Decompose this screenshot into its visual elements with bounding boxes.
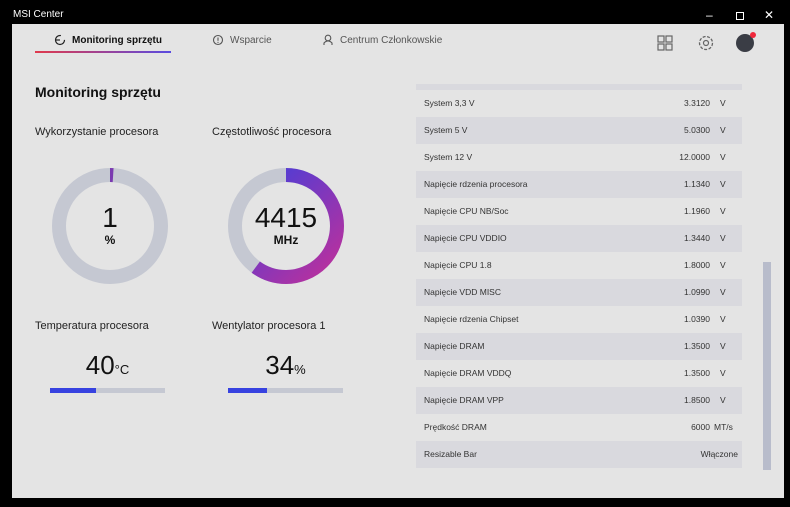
row-unit: V (720, 98, 726, 108)
row-label: System 12 V (424, 152, 473, 162)
row-unit: V (720, 206, 726, 216)
tab-monitoring[interactable]: Monitoring sprzętu (54, 34, 162, 46)
cpu-fan-bar-fill (228, 388, 268, 393)
scrollbar[interactable] (763, 262, 771, 470)
row-label: Napięcie CPU 1.8 (424, 260, 492, 270)
row-label: Napięcie DRAM (424, 341, 485, 351)
cpu-fan-label: Wentylator procesora 1 (212, 320, 326, 332)
table-row: System 5 V 5.0300 V (416, 117, 742, 144)
row-value: 1.3500 (684, 368, 710, 378)
cpu-usage-label: Wykorzystanie procesora (35, 126, 159, 138)
cpu-temp-bar-fill (50, 388, 96, 393)
row-unit: V (720, 233, 726, 243)
row-value: 1.0390 (684, 314, 710, 324)
row-label: System 5 V (424, 125, 468, 135)
active-tab-indicator (35, 51, 171, 53)
table-row: System 12 V 12.0000 V (416, 144, 742, 171)
row-label: Napięcie VDD MISC (424, 287, 501, 297)
row-value: 1.3500 (684, 341, 710, 351)
sensor-table: System 3,3 V 3.3120 V System 5 V 5.0300 V Syst… (416, 84, 742, 468)
row-unit: V (720, 125, 726, 135)
row-unit: V (720, 152, 726, 162)
table-row: Napięcie CPU VDDIO 1.3440 V (416, 225, 742, 252)
row-unit: V (720, 260, 726, 270)
row-value: 1.0990 (684, 287, 710, 297)
support-icon (212, 34, 224, 46)
row-value: 5.0300 (684, 125, 710, 135)
gauge-icon (54, 34, 66, 46)
cpu-fan-bar (228, 388, 343, 393)
main-panel: Monitoring sprzętu Wsparcie Centrum Czło… (12, 24, 784, 498)
cpu-usage-value: 1 (102, 202, 118, 233)
cpu-temp-bar (50, 388, 165, 393)
table-row: Napięcie rdzenia Chipset 1.0390 V (416, 306, 742, 333)
page-title: Monitoring sprzętu (35, 84, 161, 100)
minimize-button[interactable]: – (706, 8, 713, 22)
table-row: Napięcie VDD MISC 1.0990 V (416, 279, 742, 306)
row-value: 1.1340 (684, 179, 710, 189)
gear-icon[interactable] (697, 34, 715, 52)
cpu-freq-label: Częstotliwość procesora (212, 126, 332, 138)
row-label: Resizable Bar (424, 449, 477, 459)
table-row: Prędkość DRAM 6000 MT/s (416, 414, 742, 441)
title-bar: MSI Center – ✕ (0, 0, 790, 24)
row-label: Napięcie DRAM VPP (424, 395, 504, 405)
row-label: Napięcie rdzenia procesora (424, 179, 528, 189)
row-label: Napięcie DRAM VDDQ (424, 368, 512, 378)
cpu-freq-donut (228, 168, 344, 284)
row-value: 3.3120 (684, 98, 710, 108)
cpu-usage-unit: % (104, 233, 116, 247)
table-row: Napięcie DRAM VDDQ 1.3500 V (416, 360, 742, 387)
table-row: Napięcie rdzenia procesora 1.1340 V (416, 171, 742, 198)
table-row: Napięcie CPU 1.8 1.8000 V (416, 252, 742, 279)
grid-icon[interactable] (657, 35, 673, 51)
cpu-freq-arc (228, 168, 344, 284)
tab-member-center[interactable]: Centrum Członkowskie (322, 34, 442, 46)
notification-dot (750, 32, 756, 38)
row-unit: V (720, 395, 726, 405)
maximize-button[interactable] (736, 12, 744, 20)
cpu-freq-value: 4415 (254, 202, 318, 233)
table-row: Napięcie CPU NB/Soc 1.1960 V (416, 198, 742, 225)
row-value: 12.0000 (679, 152, 710, 162)
window-title: MSI Center (13, 9, 64, 20)
cpu-freq-unit: MHz (273, 233, 299, 247)
row-value: 1.1960 (684, 206, 710, 216)
cpu-temp-readout: 40°C (85, 350, 130, 380)
avatar[interactable] (736, 32, 756, 52)
row-label: System 3,3 V (424, 98, 475, 108)
row-value: 1.3440 (684, 233, 710, 243)
row-label: Napięcie rdzenia Chipset (424, 314, 519, 324)
row-unit: V (720, 179, 726, 189)
tab-support[interactable]: Wsparcie (212, 34, 272, 46)
row-unit: V (720, 287, 726, 297)
row-label: Prędkość DRAM (424, 422, 487, 432)
table-row: Napięcie DRAM 1.3500 V (416, 333, 742, 360)
user-icon (323, 34, 333, 45)
table-row: Napięcie DRAM VPP 1.8500 V (416, 387, 742, 414)
row-unit: V (720, 314, 726, 324)
row-value: 1.8500 (684, 395, 710, 405)
row-value: 1.8000 (684, 260, 710, 270)
close-button[interactable]: ✕ (764, 8, 775, 22)
table-row: System 3,3 V 3.3120 V (416, 90, 742, 117)
cpu-usage-donut (52, 168, 168, 284)
cpu-fan-readout: 34% (265, 350, 306, 380)
table-row: Resizable Bar Włączone (416, 441, 742, 468)
row-value: Włączone (700, 449, 738, 459)
row-unit: MT/s (714, 422, 733, 432)
table-row (416, 84, 742, 90)
cpu-usage-arc (52, 168, 168, 284)
cpu-temp-label: Temperatura procesora (35, 320, 149, 332)
row-value: 6000 (691, 422, 710, 432)
row-unit: V (720, 341, 726, 351)
row-unit: V (720, 368, 726, 378)
row-label: Napięcie CPU NB/Soc (424, 206, 509, 216)
row-label: Napięcie CPU VDDIO (424, 233, 507, 243)
